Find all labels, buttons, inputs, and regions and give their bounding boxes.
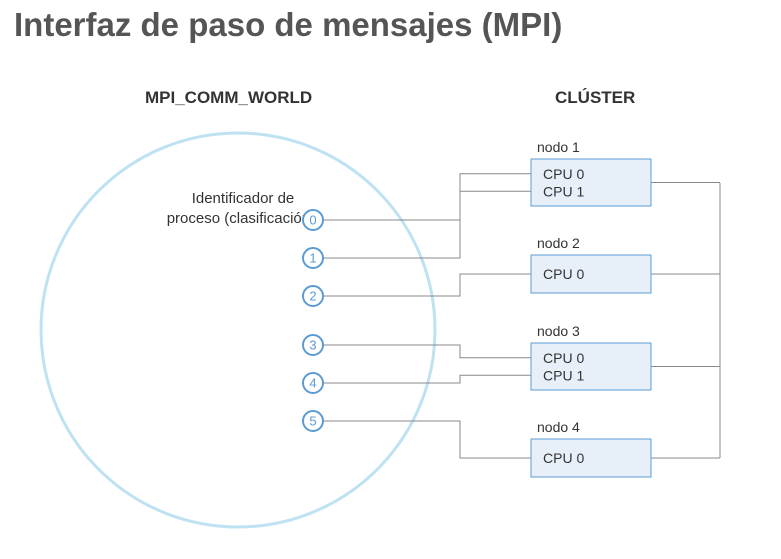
- mpi-diagram: nodo 1CPU 0CPU 1nodo 2CPU 0nodo 3CPU 0CP…: [0, 0, 781, 559]
- conn-rank1-to-nodo1: [323, 191, 531, 258]
- cpu-label: CPU 0: [543, 166, 584, 182]
- cpu-label: CPU 0: [543, 450, 584, 466]
- comm-world-circle: [41, 133, 435, 527]
- node-label: nodo 3: [537, 323, 580, 339]
- cpu-label: CPU 1: [543, 367, 584, 383]
- cpu-label: CPU 0: [543, 350, 584, 366]
- cpu-label: CPU 1: [543, 183, 584, 199]
- conn-rank3-to-nodo3: [323, 345, 531, 358]
- rank-number: 5: [309, 414, 316, 429]
- rank-number: 3: [309, 338, 316, 353]
- conn-rank5-to-nodo4: [323, 421, 531, 458]
- node-label: nodo 4: [537, 419, 580, 435]
- rank-number: 0: [309, 213, 316, 228]
- node-label: nodo 1: [537, 139, 580, 155]
- conn-rank0-to-nodo1: [323, 174, 531, 220]
- cpu-label: CPU 0: [543, 266, 584, 282]
- rank-number: 4: [309, 376, 316, 391]
- node-label: nodo 2: [537, 235, 580, 251]
- rank-number: 1: [309, 251, 316, 266]
- rank-number: 2: [309, 289, 316, 304]
